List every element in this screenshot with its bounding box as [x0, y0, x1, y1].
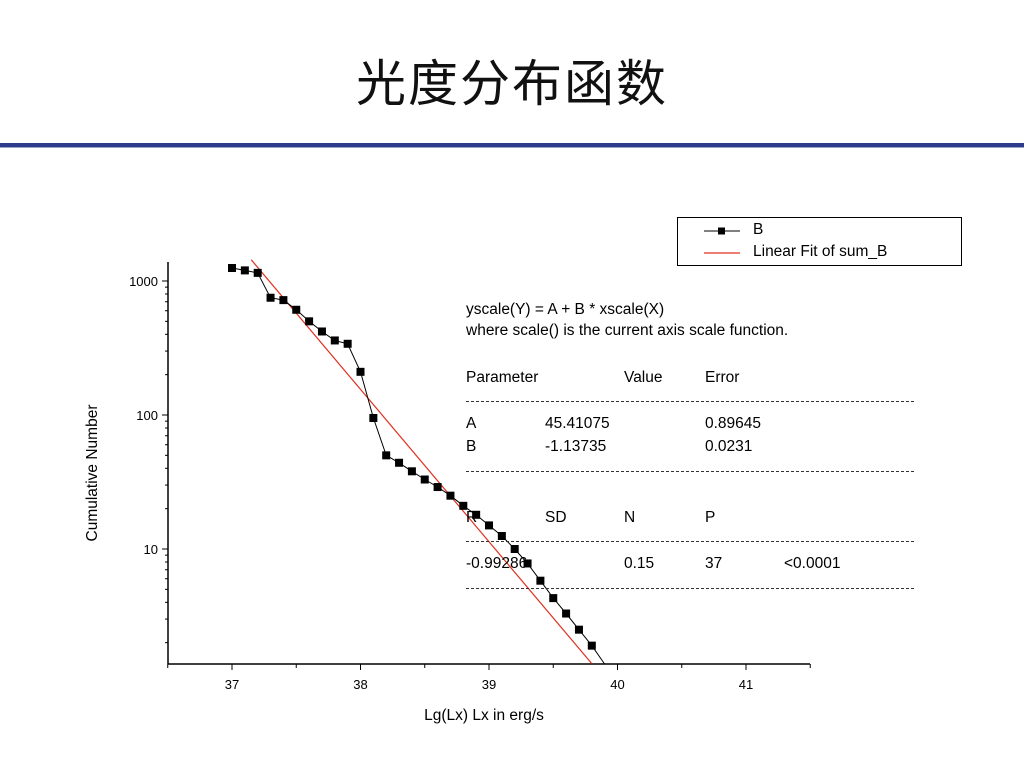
- axes: 37 38 39 40 41 10 100 1000 Lg(Lx) Lx in erg/s Cum…: [84, 262, 811, 724]
- series-b-point: [459, 501, 468, 510]
- stats-header-p: P: [705, 509, 716, 526]
- stats-header-sd: SD: [545, 509, 567, 526]
- series-b-point: [523, 559, 532, 568]
- series-b-point: [549, 594, 558, 603]
- param-header-parameter: Parameter: [466, 369, 539, 386]
- series-b-point: [330, 336, 339, 345]
- fit-equation-line2: where scale() is the current axis scale …: [466, 322, 789, 339]
- series-b-point: [433, 483, 442, 492]
- fit-line-group: [250, 259, 593, 665]
- stats-value-sd: 0.15: [624, 555, 655, 572]
- series-b-point: [305, 317, 314, 326]
- series-b-point: [343, 339, 352, 348]
- series-b-point: [587, 641, 596, 650]
- x-axis-label: Lg(Lx) Lx in erg/s: [424, 707, 544, 724]
- legend: B Linear Fit of sum_B: [677, 217, 962, 266]
- param-a-error: 0.89645: [705, 415, 762, 432]
- series-b-point: [240, 266, 249, 275]
- y-tick-label: 100: [136, 408, 158, 423]
- param-header-error: Error: [705, 369, 740, 386]
- param-a-value: 45.41075: [545, 415, 610, 432]
- param-header-value: Value: [624, 369, 663, 386]
- series-b-point: [446, 491, 455, 500]
- series-b-point: [485, 521, 493, 530]
- title-divider: [0, 143, 1024, 147]
- y-tick-label: 1000: [129, 274, 158, 289]
- series-b-point: [472, 510, 481, 519]
- legend-label-fit: Linear Fit of sum_B: [753, 243, 888, 260]
- series-b-point: [266, 293, 275, 302]
- stats-value-n: 37: [705, 555, 723, 572]
- legend-entry-fit: Linear Fit of sum_B: [678, 242, 961, 262]
- series-b-point: [369, 413, 378, 422]
- stats-header-r: R: [466, 509, 478, 526]
- dashed-separator-3: [466, 541, 914, 542]
- x-tick-label: 38: [353, 677, 367, 692]
- series-b-group: [228, 264, 606, 665]
- series-b-point: [562, 609, 571, 618]
- x-tick-label: 39: [482, 677, 496, 692]
- slide-title: 光度分布函数: [356, 55, 668, 113]
- y-tick-label: 10: [144, 542, 158, 557]
- y-axis-label: Cumulative Number: [84, 405, 101, 542]
- x-tick-label: 41: [739, 677, 753, 692]
- param-b-value: -1.13735: [545, 438, 607, 455]
- legend-symbol-fit: [704, 252, 740, 254]
- series-b-point: [382, 451, 391, 460]
- dashed-separator-4: [466, 588, 914, 589]
- series-b-point: [253, 268, 262, 277]
- series-b-point: [292, 305, 301, 314]
- series-b-point: [279, 296, 288, 305]
- fit-line: [250, 259, 593, 665]
- fit-equation-line1: yscale(Y) = A + B * xscale(X): [466, 301, 665, 318]
- series-b-point: [420, 475, 429, 484]
- series-b-point: [510, 545, 519, 553]
- stats-value-p: <0.0001: [784, 555, 841, 572]
- x-tick-label: 37: [225, 677, 239, 692]
- series-b-point: [228, 264, 236, 273]
- series-b-point: [536, 576, 545, 585]
- param-a-name: A: [466, 415, 477, 432]
- dashed-separator-2: [466, 471, 914, 472]
- dashed-separator-1: [466, 401, 914, 402]
- stats-header-n: N: [624, 509, 636, 526]
- title-divider-shadow: [0, 147, 1024, 148]
- legend-symbol-b: [704, 227, 740, 235]
- x-tick-label: 40: [610, 677, 624, 692]
- param-b-error: 0.0231: [705, 438, 753, 455]
- legend-label-b: B: [753, 221, 764, 238]
- series-b-point: [356, 367, 365, 376]
- stats-value-r: -0.99286: [466, 555, 528, 572]
- series-b-point: [574, 625, 583, 634]
- series-b-point: [407, 467, 416, 476]
- legend-entry-b: B: [678, 220, 961, 240]
- param-b-name: B: [466, 438, 477, 455]
- series-b-point: [395, 458, 404, 467]
- series-b-point: [317, 327, 326, 336]
- series-b-point: [497, 532, 506, 541]
